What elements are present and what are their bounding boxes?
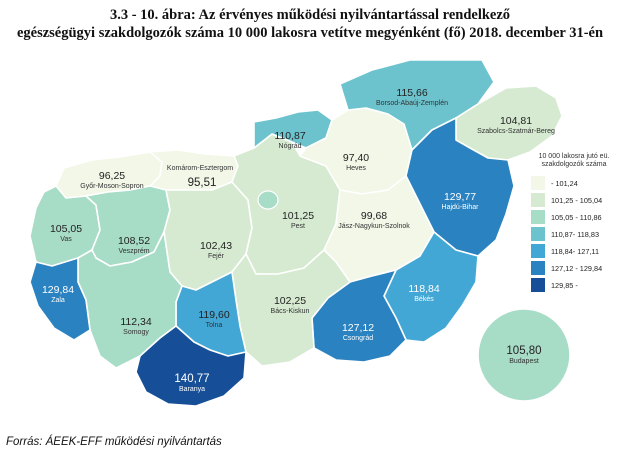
value-bacs: 102,25 [274,295,306,307]
legend-item: 110,87- 118,83 [531,226,617,242]
legend-item: 101,25 - 105,04 [531,192,617,208]
value-zala: 129,84 [42,284,74,296]
chart-title: 3.3 - 10. ábra: Az érvényes működési nyi… [0,6,620,42]
value-csongrad: 127,12 [342,322,374,334]
value-heves: 97,40 [343,152,369,164]
legend-swatch [531,261,545,275]
legend-label: - 101,24 [551,178,578,188]
legend-swatch [531,227,545,241]
budapest-marker [257,190,279,210]
name-bacs: Bács-Kiskun [271,308,310,315]
name-somogy: Somogy [123,329,149,336]
name-komarom: Komárom-Esztergom [167,165,233,172]
title-line-2: egészségügyi szakdolgozók száma 10 000 l… [16,25,604,41]
legend-item: 129,85 - [531,277,617,293]
name-tolna: Tolna [206,322,223,329]
legend-item: 118,84- 127,11 [531,243,617,259]
name-baranya: Baranya [179,386,205,393]
legend-item: 127,12 - 129,84 [531,260,617,276]
legend-label: 105,05 - 110,86 [551,212,602,222]
legend-swatch [531,176,545,190]
value-borsod: 115,66 [396,87,427,99]
legend-swatch [531,210,545,224]
name-fejer: Fejér [208,253,225,260]
legend-label: 110,87- 118,83 [551,229,600,239]
value-tolna: 119,60 [198,309,229,321]
name-csongrad: Csongrád [343,335,373,342]
value-jasz: 99,68 [361,210,387,222]
value-somogy: 112,34 [120,316,151,328]
county-budapest[interactable] [477,308,571,402]
value-nograd: 110,87 [274,130,305,142]
county-zala[interactable] [29,257,91,341]
value-gyor: 96,25 [99,170,125,182]
name-gyor: Győr-Moson-Sopron [80,183,144,190]
name-veszprem: Veszprém [118,248,149,255]
source-note: Forrás: ÁEEK-EFF működési nyilvántartás [6,436,222,448]
legend-swatch [531,278,545,292]
value-hajdu: 129,77 [444,191,476,203]
name-jasz: Jász-Nagykun-Szolnok [338,223,410,230]
county-baranya[interactable] [135,325,247,407]
title-line-1: 3.3 - 10. ábra: Az érvényes működési nyi… [109,7,511,23]
value-vas: 105,05 [50,223,82,235]
value-fejer: 102,43 [200,240,232,252]
name-heves: Heves [346,165,366,172]
legend-swatch [531,244,545,258]
legend-title: 10 000 lakosra jutó eü. szakdolgozók szá… [538,153,610,168]
value-veszprem: 108,52 [118,235,150,247]
legend-swatch [531,193,545,207]
name-vas: Vas [60,236,72,243]
legend-label: 129,85 - [551,280,578,290]
name-szabolcs: Szabolcs-Szatmár-Bereg [477,128,555,135]
legend-label: 127,12 - 129,84 [551,263,603,273]
value-baranya: 140,77 [174,373,209,385]
name-budapest: Budapest [509,358,539,365]
name-zala: Zala [51,297,65,304]
value-szabolcs: 104,81 [500,115,532,127]
legend-label: 101,25 - 105,04 [551,195,603,205]
legend: 10 000 lakosra jutó eü. szakdolgozók szá… [531,153,617,294]
legend-items: - 101,24 101,25 - 105,04 105,05 - 110,86 11… [531,175,617,293]
name-nograd: Nógrád [279,143,302,150]
value-komarom: 95,51 [188,177,217,189]
value-bekes: 118,84 [408,283,439,295]
legend-item: - 101,24 [531,175,617,191]
legend-item: 105,05 - 110,86 [531,209,617,225]
name-bekes: Békés [414,296,434,303]
legend-label: 118,84- 127,11 [551,246,600,256]
name-borsod: Borsod-Abaúj-Zemplén [376,100,448,107]
name-pest: Pest [291,223,305,230]
value-budapest: 105,80 [506,345,541,357]
name-hajdu: Hajdú-Bihar [442,204,480,211]
value-pest: 101,25 [282,210,314,222]
